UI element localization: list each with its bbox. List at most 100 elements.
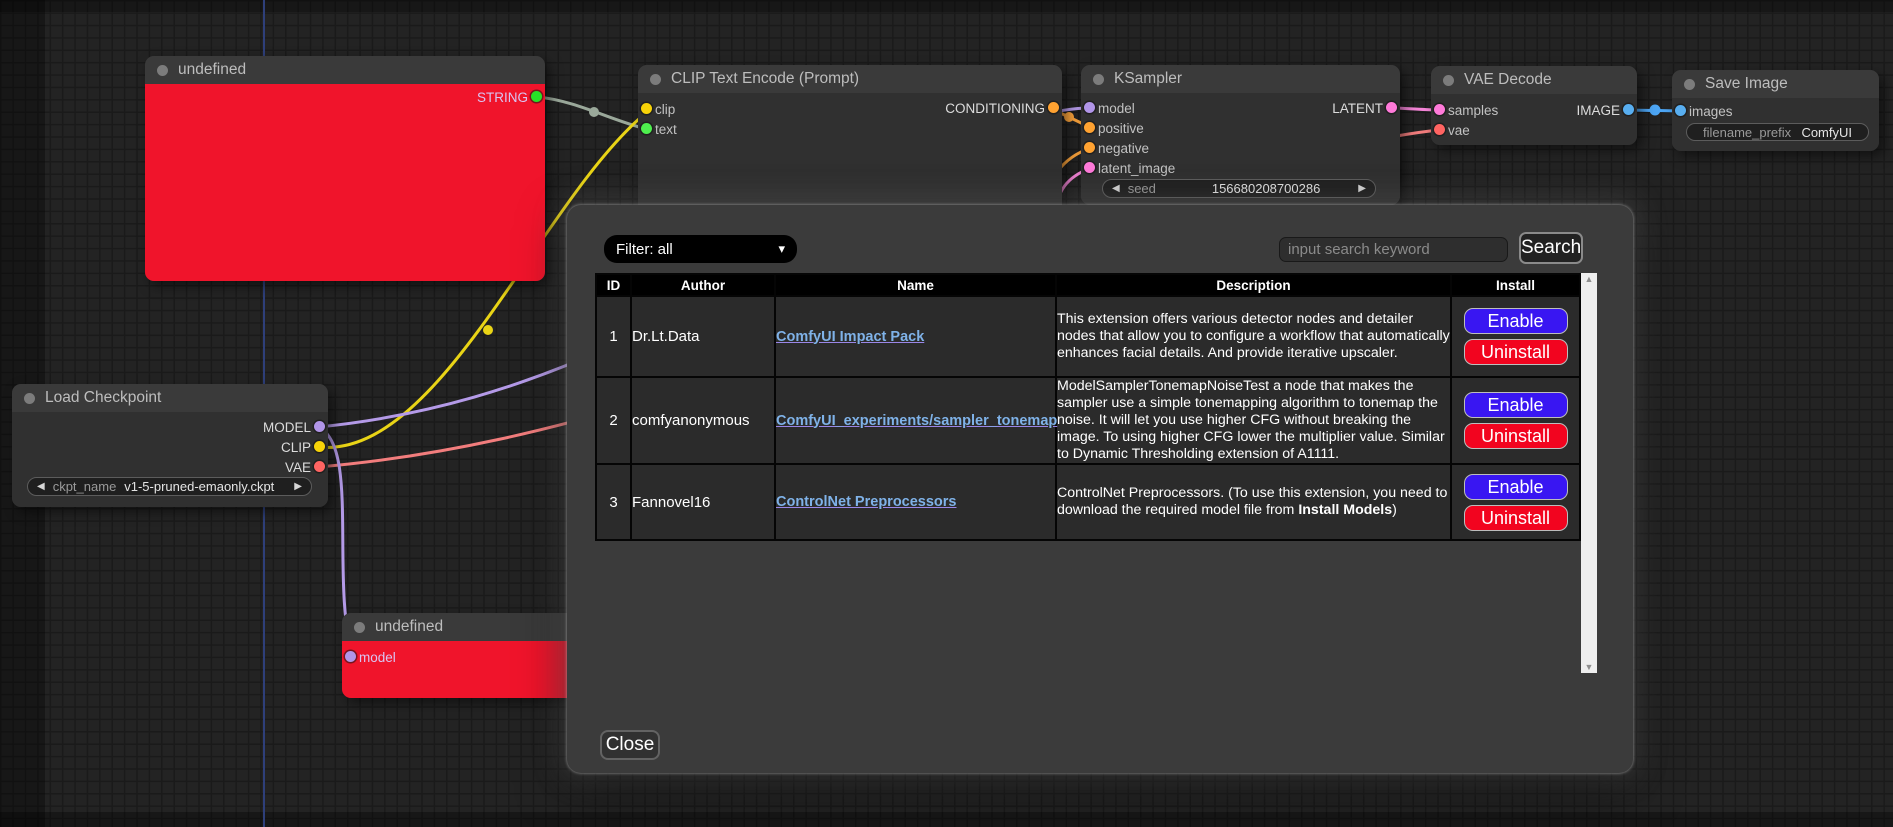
wire-dot-clip [483,325,493,335]
node-save-image[interactable]: Save Image images filename_prefix ComfyU… [1672,70,1879,151]
node-title-bar[interactable]: undefined [145,56,545,84]
latent-output-dot[interactable] [1386,102,1397,113]
node-title-bar[interactable]: VAE Decode [1431,66,1637,94]
slot-label: LATENT [1332,100,1383,116]
node-title-bar[interactable]: Save Image [1672,70,1879,98]
latent-image-input-dot[interactable] [1084,162,1095,173]
node-undefined-bottom[interactable]: undefined model [342,613,577,698]
canvas-edge-shade [0,0,1893,12]
node-vae-decode[interactable]: VAE Decode samples vae IMAGE [1431,66,1637,145]
input-slot-model: model [1081,98,1135,118]
string-output-dot[interactable] [531,91,542,102]
collapse-dot-icon[interactable] [157,64,168,76]
slot-label: CONDITIONING [945,100,1045,116]
decrement-arrow-icon[interactable]: ◀ [1112,182,1120,194]
slot-label: clip [655,101,676,117]
enable-button[interactable]: Enable [1463,392,1568,418]
image-output-dot[interactable] [1623,104,1634,115]
text-input-dot[interactable] [641,123,652,134]
clip-output-dot[interactable] [314,441,325,452]
extension-link[interactable]: ComfyUI_experiments/sampler_tonemap [776,412,1058,429]
positive-input-dot[interactable] [1084,122,1095,133]
node-title: undefined [178,61,247,78]
model-input-dot[interactable] [345,651,356,662]
node-title: undefined [375,618,444,635]
slot-label: MODEL [262,419,311,435]
column-header-install: Install [1450,273,1581,297]
widget-value: ComfyUI [1801,124,1852,140]
column-header-id: ID [595,273,632,297]
collapse-dot-icon[interactable] [354,621,365,633]
node-title-bar[interactable]: KSampler [1081,65,1400,93]
filename-prefix-widget[interactable]: filename_prefix ComfyUI [1686,123,1869,141]
cell-install: Enable Uninstall [1450,463,1581,541]
node-load-checkpoint[interactable]: Load Checkpoint MODEL CLIP VAE ◀ ckpt_na… [12,384,328,507]
slot-label: model [1098,100,1135,116]
vae-input-dot[interactable] [1434,124,1445,135]
node-ksampler[interactable]: KSampler model positive negative latent_… [1081,65,1400,205]
cell-install: Enable Uninstall [1450,295,1581,378]
ckpt-name-widget[interactable]: ◀ ckpt_name v1-5-pruned-emaonly.ckpt ▶ [27,477,312,496]
enable-button[interactable]: Enable [1463,473,1568,500]
scroll-up-icon[interactable]: ▲ [1584,274,1594,284]
wire-dot-conditioning [1064,112,1074,122]
uninstall-button[interactable]: Uninstall [1463,423,1568,449]
negative-input-dot[interactable] [1084,142,1095,153]
uninstall-button[interactable]: Uninstall [1463,339,1568,365]
collapse-dot-icon[interactable] [1093,73,1104,85]
cell-id: 1 [595,295,632,378]
samples-input-dot[interactable] [1434,104,1445,115]
conditioning-output-dot[interactable] [1048,102,1059,113]
images-input-dot[interactable] [1675,105,1686,116]
cell-name: ComfyUI Impact Pack [774,295,1057,378]
wire-dot-image [1649,104,1661,116]
node-title-bar[interactable]: CLIP Text Encode (Prompt) [638,65,1062,93]
vae-output-dot[interactable] [314,461,325,472]
slot-label: images [1689,103,1733,119]
table-scrollbar[interactable]: ▲ ▼ [1581,273,1597,673]
filter-select[interactable]: Filter: all ▾ [604,235,797,263]
node-title-bar[interactable]: Load Checkpoint [12,384,328,412]
collapse-dot-icon[interactable] [1684,78,1695,90]
model-input-dot[interactable] [1084,102,1095,113]
wire-clip [316,110,649,449]
collapse-dot-icon[interactable] [1443,74,1454,86]
close-button[interactable]: Close [600,730,660,760]
filter-label: Filter: all [616,240,673,258]
input-slot-samples: samples [1431,100,1498,120]
cell-name: ControlNet Preprocessors [774,463,1057,541]
search-input[interactable] [1279,237,1508,262]
node-body [1431,94,1637,145]
extension-link[interactable]: ComfyUI Impact Pack [776,328,925,345]
node-clip-text-encode[interactable]: CLIP Text Encode (Prompt) clip text COND… [638,65,1062,215]
search-button[interactable]: Search [1519,232,1583,264]
clip-input-dot[interactable] [641,103,652,114]
input-slot-negative: negative [1081,138,1149,158]
input-slot-latent-image: latent_image [1081,158,1175,178]
increment-arrow-icon[interactable]: ▶ [294,480,302,492]
enable-button[interactable]: Enable [1463,308,1568,334]
collapse-dot-icon[interactable] [24,392,35,404]
slot-label: positive [1098,120,1144,136]
extension-link[interactable]: ControlNet Preprocessors [776,494,957,510]
decrement-arrow-icon[interactable]: ◀ [37,480,45,492]
increment-arrow-icon[interactable]: ▶ [1358,182,1366,194]
collapse-dot-icon[interactable] [650,73,661,85]
widget-name: seed [1127,181,1156,196]
slot-label: VAE [284,459,311,475]
node-title: Load Checkpoint [45,389,162,406]
seed-widget[interactable]: ◀ seed 156680208700286 ▶ [1102,179,1376,198]
wire-dot-string [589,107,599,117]
node-title-bar[interactable]: undefined [342,613,577,641]
node-body-error [342,641,577,698]
column-header-author: Author [630,273,776,297]
cell-id: 2 [595,376,632,465]
cell-install: Enable Uninstall [1450,376,1581,465]
output-slot-clip: CLIP [281,437,328,457]
node-undefined-top[interactable]: undefined STRING [145,56,545,281]
uninstall-button[interactable]: Uninstall [1463,504,1568,531]
model-output-dot[interactable] [314,421,325,432]
node-body-error [145,84,545,281]
scroll-down-icon[interactable]: ▼ [1584,662,1594,672]
